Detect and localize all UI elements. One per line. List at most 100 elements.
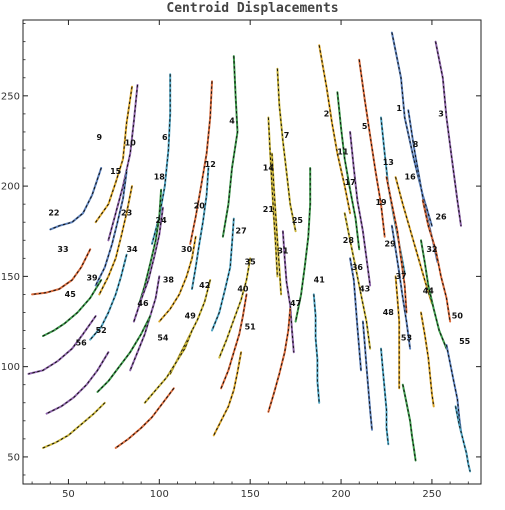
track-32	[420, 239, 448, 350]
track-42	[169, 279, 212, 375]
track-label-55: 55	[459, 337, 471, 346]
track-dash-23	[98, 186, 133, 295]
track-label-3: 3	[438, 109, 444, 118]
track-dash-4	[222, 56, 239, 237]
track-label-52: 52	[96, 326, 107, 335]
track-45	[27, 315, 97, 375]
track-label-35: 35	[245, 257, 257, 266]
track-label-54: 54	[157, 333, 169, 342]
x-tick-label-200: 200	[332, 489, 351, 500]
track-dash-15	[95, 171, 128, 286]
track-label-24: 24	[156, 216, 168, 225]
track-label-10: 10	[125, 138, 137, 147]
track-dash-52	[46, 351, 109, 415]
track-label-2: 2	[324, 109, 330, 118]
track-label-14: 14	[263, 164, 275, 173]
track-3	[434, 40, 462, 227]
track-dash-26	[422, 200, 451, 322]
track-dash-29	[391, 225, 411, 349]
x-tick-label-50: 50	[62, 489, 75, 500]
track-label-26: 26	[435, 212, 447, 221]
track-dash-41	[313, 294, 320, 403]
track-29	[390, 224, 412, 350]
track-dash-21	[271, 153, 282, 295]
chart-title: Centroid Displacements	[166, 1, 339, 16]
track-label-25: 25	[292, 216, 304, 225]
track-line-39	[42, 279, 103, 337]
track-24	[132, 206, 164, 323]
track-dash-54	[115, 387, 175, 449]
x-tick-label-100: 100	[150, 489, 169, 500]
track-line-22	[49, 167, 103, 231]
track-label-13: 13	[383, 158, 394, 167]
y-tick-label-150: 150	[1, 272, 20, 283]
track-label-38: 38	[163, 275, 175, 284]
track-label-18: 18	[154, 173, 166, 182]
track-dash-12	[189, 81, 213, 244]
track-label-37: 37	[395, 272, 406, 281]
track-label-31: 31	[277, 247, 289, 256]
track-22	[49, 167, 103, 231]
track-label-45: 45	[65, 290, 77, 299]
track-label-32: 32	[426, 245, 437, 254]
track-dash-39	[42, 279, 102, 337]
track-label-23: 23	[121, 209, 132, 218]
track-label-49: 49	[185, 312, 197, 321]
track-label-22: 22	[48, 209, 59, 218]
track-dash-50	[446, 344, 462, 432]
track-label-28: 28	[343, 236, 355, 245]
track-label-4: 4	[229, 117, 235, 126]
y-tick-label-250: 250	[1, 91, 20, 102]
track-line-19	[385, 176, 408, 314]
track-label-27: 27	[236, 227, 247, 236]
track-label-11: 11	[337, 147, 349, 156]
track-label-39: 39	[86, 274, 98, 283]
track-dash-30	[158, 236, 197, 322]
track-dash-51	[213, 352, 242, 436]
track-dash-9	[95, 86, 133, 223]
track-47	[267, 307, 292, 413]
track-9	[94, 85, 133, 224]
track-dash-13	[380, 117, 406, 273]
track-dash-40	[220, 294, 247, 389]
track-dash-2	[318, 45, 351, 214]
track-53	[401, 383, 417, 462]
track-11	[336, 91, 361, 251]
track-dash-33	[32, 249, 91, 295]
track-19	[385, 176, 408, 314]
track-55	[454, 405, 472, 473]
track-line-56	[42, 401, 106, 449]
y-tick-label-50: 50	[7, 452, 20, 463]
track-50	[445, 344, 462, 433]
track-dash-14	[267, 117, 278, 277]
track-line-31	[281, 230, 295, 354]
track-label-21: 21	[263, 205, 275, 214]
track-label-29: 29	[385, 239, 397, 248]
track-label-43: 43	[359, 285, 370, 294]
track-dash-16	[395, 176, 433, 304]
track-dash-20	[191, 167, 209, 290]
track-dash-48	[380, 348, 389, 445]
track-dash-22	[50, 167, 102, 230]
track-line-3	[434, 40, 462, 227]
track-label-1: 1	[396, 104, 402, 113]
y-tick-label-100: 100	[1, 362, 20, 373]
track-line-23	[98, 185, 133, 296]
track-30	[158, 235, 197, 323]
track-49	[143, 329, 193, 404]
track-label-15: 15	[110, 167, 122, 176]
track-43	[361, 320, 373, 431]
track-25	[294, 167, 312, 323]
track-dash-32	[420, 240, 447, 349]
track-label-17: 17	[345, 178, 356, 187]
plot-frame	[22, 19, 482, 485]
track-dash-5	[358, 59, 386, 237]
track-14	[267, 116, 279, 278]
track-line-35	[218, 257, 252, 359]
track-label-42: 42	[199, 281, 210, 290]
track-label-9: 9	[97, 133, 103, 142]
track-26	[421, 199, 452, 323]
track-line-45	[27, 315, 97, 375]
track-21	[271, 152, 283, 296]
